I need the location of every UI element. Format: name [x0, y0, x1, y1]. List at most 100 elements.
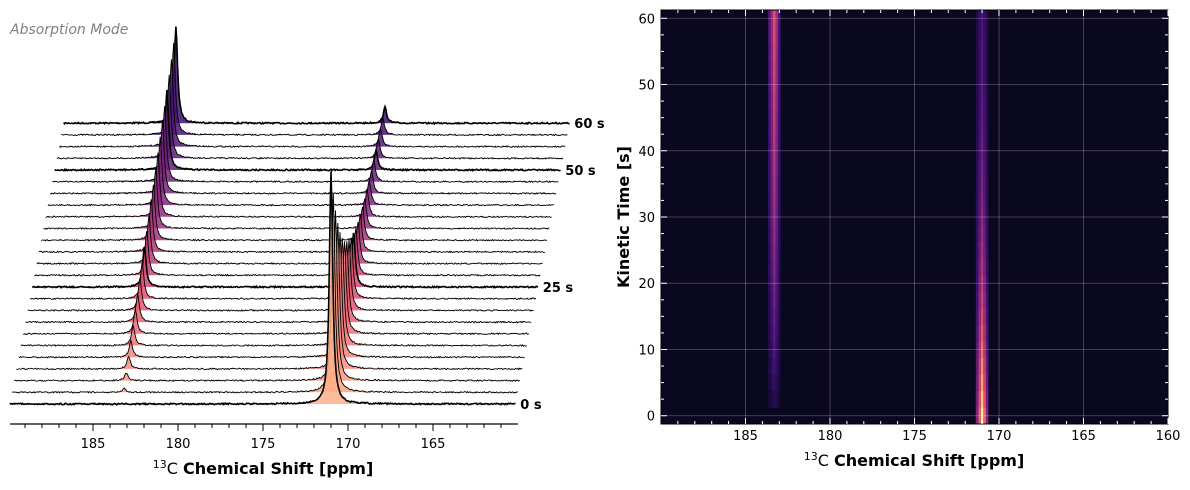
heatmap-cell: [983, 258, 986, 276]
spectrum-trace: [47, 136, 554, 207]
heatmap-cell: [983, 291, 986, 309]
heatmap-cell: [978, 43, 981, 60]
heatmap-cell: [983, 225, 986, 243]
heatmap-cell: [975, 374, 979, 392]
heatmap-cell: [980, 308, 984, 325]
heatmap-cell: [983, 275, 986, 292]
heatmap-cell: [975, 407, 979, 425]
heatmap-cell: [983, 324, 986, 342]
heatmap-cell: [775, 92, 779, 110]
spectrum-trace: [25, 241, 532, 324]
heatmap-cell: [775, 159, 779, 176]
trace-fill: [20, 237, 528, 347]
heatmap-cell: [775, 125, 779, 143]
x-tick-label: 185: [81, 437, 106, 452]
heatmap-cell: [985, 109, 989, 127]
heatmap-cell: [983, 125, 986, 143]
trace-fill: [29, 237, 537, 300]
heatmap-cell: [778, 142, 781, 160]
heatmap-cell: [983, 159, 986, 176]
x-tick-label: 180: [166, 437, 191, 452]
heatmap-cell: [778, 258, 781, 276]
heatmap-cell: [773, 407, 776, 425]
heatmap-y-tick-label: 50: [638, 79, 655, 94]
heatmap-cell: [767, 59, 771, 77]
heatmap-cell: [983, 374, 986, 392]
heatmap-cell: [983, 76, 986, 94]
heatmap-cell: [770, 10, 773, 27]
heatmap-cell: [978, 175, 981, 193]
x-tick-label: 175: [251, 437, 276, 452]
heatmap-cell: [978, 26, 981, 44]
heatmap-cell: [978, 324, 981, 342]
heatmap-cell: [985, 175, 989, 193]
heatmap-cell: [985, 225, 989, 243]
heatmap-cell: [980, 142, 984, 160]
heatmap-cell: [985, 92, 989, 110]
heatmap-cell: [983, 142, 986, 160]
heatmap-cell: [985, 324, 989, 342]
heatmap-cell: [770, 159, 773, 176]
trace-labels: 0 s 25 s 50 s 60 s: [520, 117, 605, 413]
heatmap-cell: [978, 291, 981, 309]
heatmap-cell: [767, 92, 771, 110]
heatmap-cell: [767, 275, 771, 292]
heatmap-cell: [770, 241, 773, 259]
heatmap-cell: [770, 258, 773, 276]
heatmap-cell: [778, 357, 781, 375]
spectrum-trace: [23, 241, 530, 336]
heatmap-x-tick-label: 175: [902, 429, 927, 444]
heatmap-cell: [975, 10, 979, 27]
heatmap-cell: [770, 175, 773, 193]
spectrum-trace: [34, 228, 541, 277]
heatmap-cell: [773, 324, 776, 342]
heatmap-cell: [767, 390, 771, 408]
heatmap-cell: [980, 390, 984, 408]
heatmap-cell: [775, 258, 779, 276]
heatmap-cell: [770, 324, 773, 342]
heatmap-background: [661, 10, 1168, 424]
trace-fill: [32, 233, 539, 288]
heatmap-cell: [980, 125, 984, 143]
heatmap-cell: [985, 407, 989, 425]
trace-fill: [52, 106, 560, 183]
heatmap-cell: [983, 43, 986, 60]
heatmap-cell: [767, 175, 771, 193]
heatmap-cell: [767, 159, 771, 176]
heatmap-y-tick-label: 60: [638, 12, 655, 27]
heatmap-cell: [983, 357, 986, 375]
heatmap-cell: [767, 357, 771, 375]
heatmap-cell: [983, 26, 986, 44]
spectrum-trace: [9, 171, 516, 406]
heatmap-cell: [770, 76, 773, 94]
heatmap-cell: [983, 407, 986, 425]
heatmap-cell: [980, 159, 984, 176]
heatmap-x-tick-label: 165: [1071, 429, 1096, 444]
heatmap-cell: [775, 175, 779, 193]
waterfall-traces: [9, 26, 571, 406]
spectrum-trace: [16, 222, 523, 371]
heatmap-cell: [775, 109, 779, 127]
spectrum-trace: [13, 210, 521, 382]
heatmap-cell: [980, 10, 984, 27]
heatmap-cell: [775, 59, 779, 77]
heatmap-cell: [975, 241, 979, 259]
heatmap-cell: [778, 109, 781, 127]
trace-label: 50 s: [565, 164, 596, 179]
heatmap-cell: [767, 26, 771, 44]
heatmap-cell: [978, 341, 981, 359]
heatmap-cell: [985, 357, 989, 375]
heatmap-cell: [985, 76, 989, 94]
heatmap-cell: [978, 142, 981, 160]
heatmap-cells: [767, 10, 989, 425]
heatmap-x-axis-label: 13C Chemical Shift [ppm]: [804, 450, 1025, 470]
heatmap-cell: [980, 407, 984, 425]
heatmap-cell: [773, 390, 776, 408]
heatmap-cell: [773, 341, 776, 359]
heatmap-cell: [778, 175, 781, 193]
heatmap-x-tick-label: 180: [818, 429, 843, 444]
heatmap-cell: [775, 10, 779, 27]
heatmap-cell: [770, 92, 773, 110]
heatmap-cell: [775, 26, 779, 44]
heatmap-cell: [985, 10, 989, 27]
